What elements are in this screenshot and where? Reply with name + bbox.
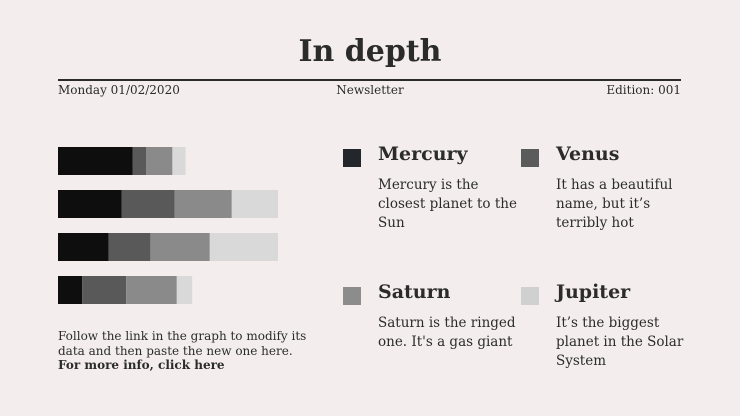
bar-segment xyxy=(174,190,232,218)
legend-description: It’s the biggest planet in the Solar Sys… xyxy=(556,315,684,369)
rule xyxy=(58,79,681,81)
bar-segment xyxy=(58,276,83,304)
legend-description: Saturn is the ringed one. It's a gas gia… xyxy=(378,315,516,350)
legend-swatch xyxy=(521,287,539,305)
legend-swatch xyxy=(343,149,361,167)
bar-segment xyxy=(176,276,193,304)
legend-description: It has a beautiful name, but it’s terrib… xyxy=(556,177,673,231)
bar-segment xyxy=(121,190,175,218)
bar-segment xyxy=(82,276,127,304)
section: Newsletter xyxy=(336,83,404,97)
bar-segment xyxy=(58,233,109,261)
legend-description: Mercury is the closest planet to the Sun xyxy=(378,177,517,231)
bar-segment xyxy=(150,233,210,261)
bar-segment xyxy=(209,233,278,261)
legend-name: Saturn xyxy=(378,281,451,303)
legend-swatch xyxy=(521,149,539,167)
bar-segment xyxy=(231,190,278,218)
bar-segment xyxy=(146,147,173,175)
bar-segment xyxy=(58,147,133,175)
legend-swatch xyxy=(343,287,361,305)
bar-segment xyxy=(126,276,177,304)
link[interactable]: For more info, click here xyxy=(58,358,225,372)
footnote: Follow the link in the graph to modify i… xyxy=(58,329,308,373)
legend-name: Jupiter xyxy=(556,281,631,303)
legend-name: Mercury xyxy=(378,143,468,165)
edition: Edition: 001 xyxy=(606,83,681,97)
bar-segment xyxy=(132,147,146,175)
date: Monday 01/02/2020 xyxy=(58,83,180,97)
bar-segment xyxy=(172,147,186,175)
title: In depth xyxy=(298,34,442,69)
legend-name: Venus xyxy=(556,143,620,165)
bar-segment xyxy=(108,233,151,261)
footnote-text: Follow the link in the graph to modify i… xyxy=(58,329,307,358)
bar-segment xyxy=(58,190,122,218)
